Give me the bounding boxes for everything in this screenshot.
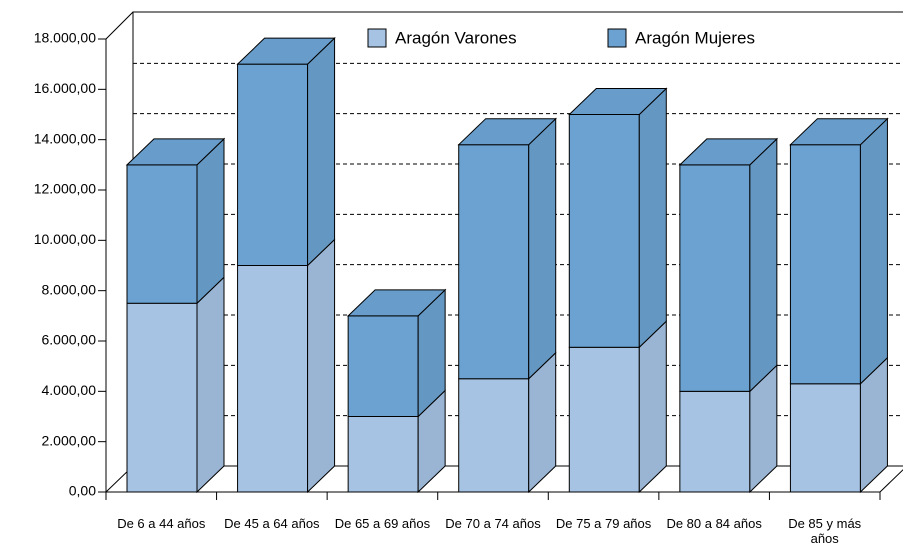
bar (126, 164, 198, 304)
bar-side (196, 137, 225, 305)
bar-top (678, 138, 779, 166)
legend-label: Aragón Varones (395, 28, 517, 47)
bar (679, 164, 751, 392)
legend-label: Aragón Mujeres (635, 28, 755, 47)
bar-top (457, 118, 557, 146)
bar (458, 378, 530, 493)
bar-top (789, 118, 889, 146)
y-tick-label: 18.000,00 (34, 30, 96, 46)
y-tick-label: 10.000,00 (34, 231, 96, 247)
bar (126, 302, 198, 493)
y-tick-label: 0,00 (69, 483, 96, 499)
bar-side (528, 117, 557, 380)
x-tick-label: De 45 a 64 años (224, 516, 320, 531)
bar (568, 114, 640, 348)
axis-depth (105, 11, 134, 40)
bar-top (125, 138, 226, 166)
bar (789, 383, 861, 493)
bar-side (196, 276, 225, 494)
bar-side (638, 87, 667, 349)
bar (679, 390, 751, 493)
bar (789, 144, 861, 385)
bar (347, 315, 419, 418)
bar-top (236, 37, 336, 65)
bar (568, 346, 640, 493)
bar-top (568, 88, 668, 115)
x-tick-label: De 70 a 74 años (445, 516, 541, 531)
bar-side (638, 320, 667, 494)
legend-swatch (367, 28, 387, 48)
bar (237, 265, 309, 493)
bar-side (859, 117, 888, 385)
y-tick-label: 14.000,00 (34, 130, 96, 146)
y-tick-label: 16.000,00 (34, 80, 96, 96)
bar (347, 416, 419, 493)
bar-side (749, 137, 778, 393)
x-tick-label: De 75 a 79 años (555, 516, 652, 531)
bar (237, 63, 309, 266)
x-tick-label: De 80 a 84 años (666, 516, 762, 531)
y-tick-label: 8.000,00 (42, 281, 97, 297)
y-tick-label: 6.000,00 (42, 332, 97, 348)
bar-side (307, 238, 336, 494)
y-tick-label: 12.000,00 (34, 181, 96, 197)
x-tick-label: De 65 a 69 años (334, 516, 431, 531)
x-tick-label: De 85 y más años (788, 516, 862, 546)
legend-swatch (607, 28, 627, 48)
y-tick-label: 4.000,00 (42, 382, 97, 398)
bar-side (307, 36, 336, 267)
bar (458, 144, 530, 380)
bar-top (346, 289, 447, 317)
x-tick-label: De 6 a 44 años (117, 516, 206, 531)
y-tick-label: 2.000,00 (42, 432, 97, 448)
